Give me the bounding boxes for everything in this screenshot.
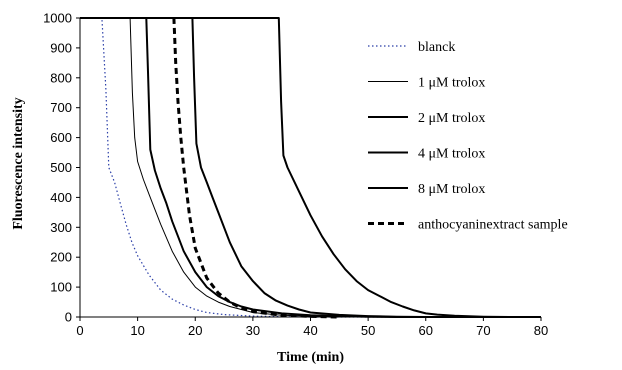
y-tick-label: 200 xyxy=(50,250,72,265)
x-tick-label: 20 xyxy=(188,323,202,338)
series-line-1 xyxy=(80,17,541,318)
series-line-0 xyxy=(80,17,541,318)
y-tick-label: 700 xyxy=(50,100,72,115)
x-tick-label: 70 xyxy=(476,323,490,338)
axes-layer xyxy=(79,18,541,318)
x-axis-title: Time (min) xyxy=(277,350,344,365)
legend-label: 1 μM trolox xyxy=(418,76,485,91)
x-tick-label: 40 xyxy=(303,323,317,338)
legend-label: blanck xyxy=(418,40,455,55)
x-axis-ticks: 0 10 20 30 40 50 60 70 80 xyxy=(76,317,548,338)
x-tick-label: 0 xyxy=(76,323,83,338)
y-tick-label: 100 xyxy=(50,280,72,295)
x-tick-label: 80 xyxy=(534,323,548,338)
x-tick-label: 50 xyxy=(361,323,375,338)
legend: blanck 1 μM trolox 2 μM trolox 4 μM trolox 8… xyxy=(368,40,568,233)
x-tick-label: 60 xyxy=(419,323,433,338)
y-tick-label: 1000 xyxy=(43,11,72,26)
y-axis-ticks: 0 100 200 300 400 500 600 700 800 900 1000 xyxy=(43,11,80,325)
y-tick-label: 500 xyxy=(50,160,72,175)
y-tick-label: 0 xyxy=(65,310,72,325)
y-axis-title: Fluorescence intensity xyxy=(11,97,26,229)
y-tick-label: 900 xyxy=(50,40,72,55)
y-tick-label: 300 xyxy=(50,220,72,235)
series-line-2 xyxy=(80,17,541,318)
legend-label: 4 μM trolox xyxy=(418,147,485,162)
series-layer xyxy=(80,17,541,319)
series-line-5 xyxy=(172,17,340,319)
series-line-4 xyxy=(80,17,541,318)
x-tick-label: 10 xyxy=(130,323,144,338)
y-tick-label: 800 xyxy=(50,70,72,85)
series-line-3 xyxy=(80,17,541,318)
x-tick-label: 30 xyxy=(246,323,260,338)
legend-label: anthocyaninextract sample xyxy=(418,218,568,233)
legend-label: 2 μM trolox xyxy=(418,111,485,126)
y-tick-label: 600 xyxy=(50,130,72,145)
y-tick-label: 400 xyxy=(50,190,72,205)
legend-label: 8 μM trolox xyxy=(418,182,485,197)
